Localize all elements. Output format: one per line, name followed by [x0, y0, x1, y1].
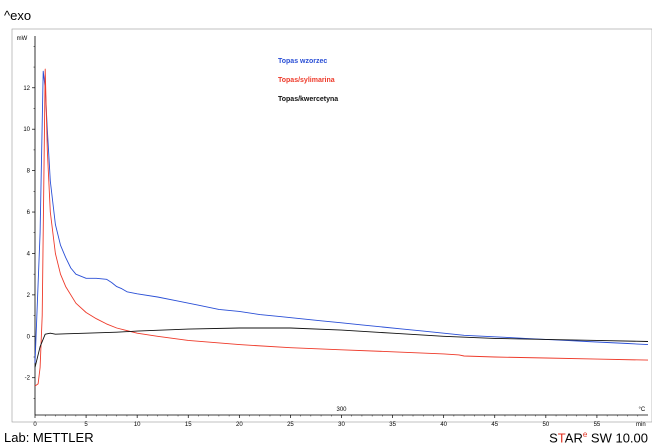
y-tick-label: 12	[23, 86, 30, 92]
y-tick-label: 6	[27, 210, 31, 216]
y-tick-label: 0	[27, 334, 31, 340]
exo-label: ^exo	[4, 8, 32, 23]
brand-s: S	[549, 430, 558, 446]
series-line-2	[34, 68, 649, 387]
x-tick-label: 10	[134, 422, 141, 428]
x-tick-label: 40	[440, 422, 447, 428]
brand-reg: e	[582, 430, 588, 439]
x-tick-label: 20	[236, 422, 243, 428]
x-tick-label: 50	[542, 422, 549, 428]
lab-label: Lab: METTLER	[4, 430, 94, 445]
x-tick-label: 35	[389, 422, 396, 428]
x-tick-label: 55	[594, 422, 601, 428]
x-tick-label: 15	[185, 422, 192, 428]
axes: -2 0 2 4 6 8 10 12 mW 0 5 10 15 20 25 30 35 40 45 50 55 min 30…	[17, 36, 648, 428]
secondary-axis-value: 300	[336, 407, 347, 413]
y-tick-label: 2	[27, 293, 31, 299]
dsc-chart: -2 0 2 4 6 8 10 12 mW 0 5 10 15 20 25 30 35 40 45 50 55 min 30…	[11, 28, 652, 428]
plot-frame	[11, 28, 652, 423]
y-axis-unit: mW	[17, 36, 28, 42]
series-layer	[34, 68, 649, 387]
brand-rest: SW 10.00	[587, 430, 648, 446]
x-tick-label: 30	[338, 422, 345, 428]
y-tick-label: -2	[25, 376, 31, 382]
x-tick-label: 0	[33, 422, 37, 428]
x-tick-label: 25	[287, 422, 294, 428]
x-axis-unit: min	[636, 422, 646, 428]
y-tick-label: 4	[27, 251, 31, 257]
y-tick-label: 10	[23, 127, 30, 133]
legend: Topas wzorzec Topas/sylimarina Topas/kwerc…	[278, 58, 338, 103]
x-tick-label: 5	[84, 422, 88, 428]
secondary-axis-unit: °C	[639, 407, 646, 413]
series-line-1	[34, 70, 649, 364]
brand-t: T	[557, 430, 565, 446]
brand-ar: AR	[564, 430, 583, 446]
legend-entry: Topas/kwercetyna	[278, 96, 338, 103]
software-version: STARe SW 10.00	[549, 430, 648, 445]
series-line-3	[34, 327, 649, 368]
legend-entry: Topas/sylimarina	[278, 77, 335, 84]
y-tick-label: 8	[27, 169, 31, 175]
legend-entry: Topas wzorzec	[278, 58, 327, 65]
x-tick-label: 45	[491, 422, 498, 428]
